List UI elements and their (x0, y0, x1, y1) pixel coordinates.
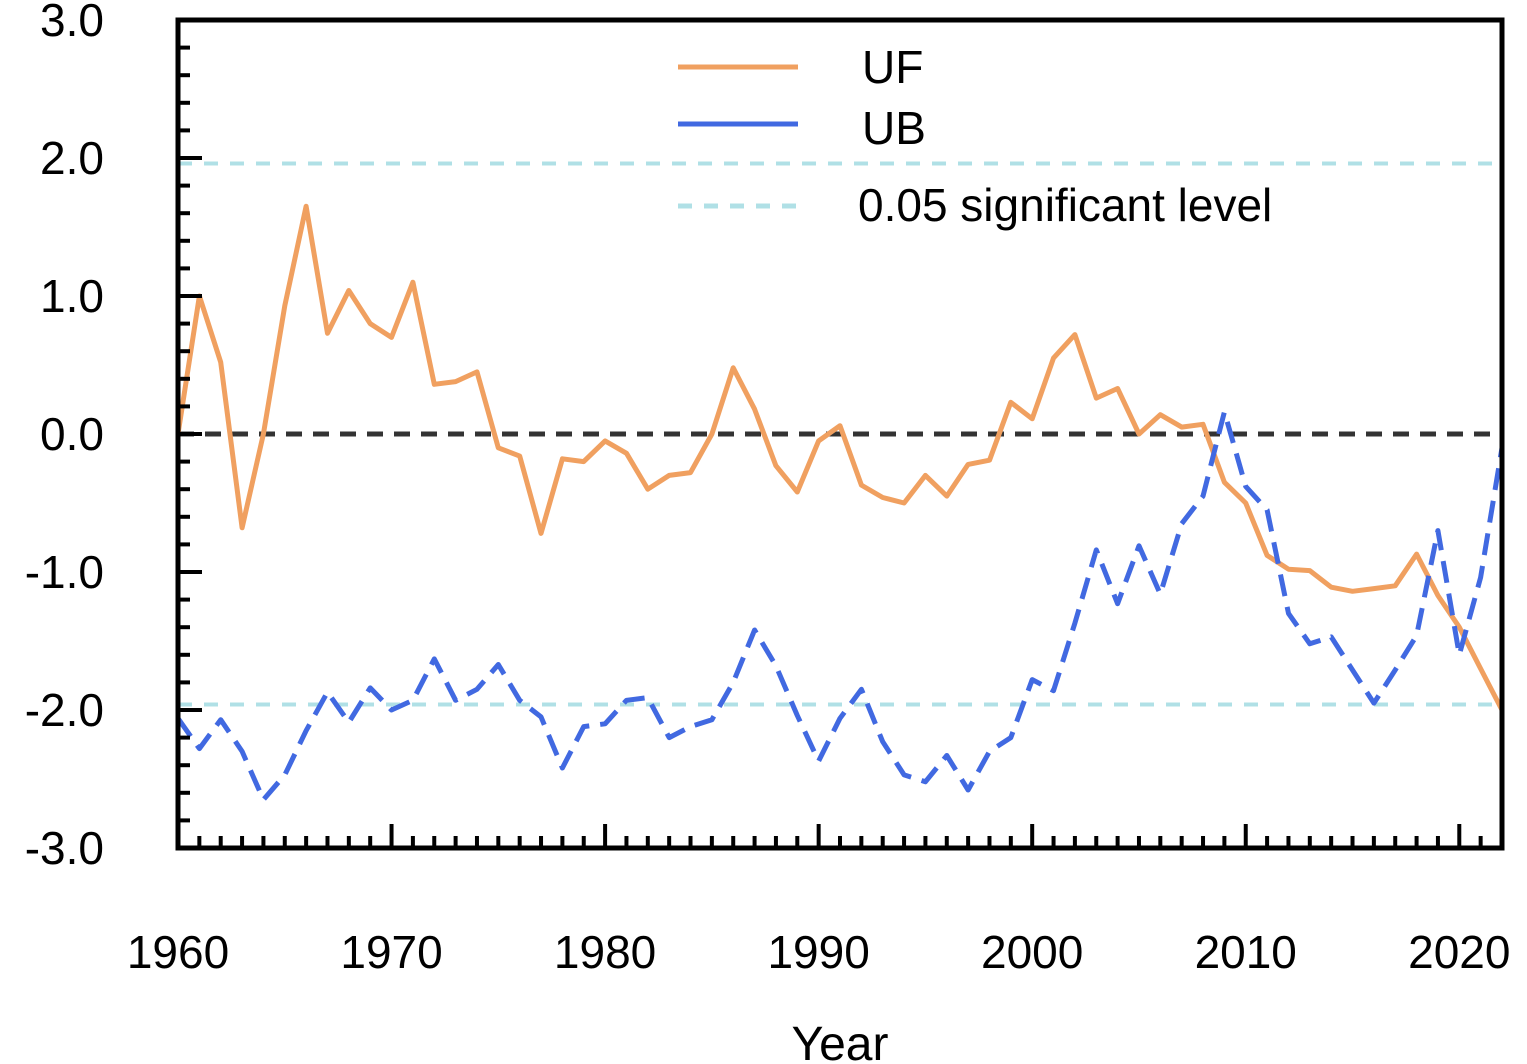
y-tick-label: 1.0 (40, 270, 104, 322)
x-tick-label: 1970 (340, 926, 442, 978)
y-tick-label: -1.0 (25, 546, 104, 598)
y-tick-label: -3.0 (25, 822, 104, 874)
y-tick-label: 2.0 (40, 132, 104, 184)
legend-label-significance: 0.05 significant level (858, 179, 1272, 231)
x-tick-label: 1960 (127, 926, 229, 978)
x-tick-label: 2010 (1195, 926, 1297, 978)
x-tick-label: 1990 (767, 926, 869, 978)
x-tick-label: 2000 (981, 926, 1083, 978)
y-tick-label: -2.0 (25, 684, 104, 736)
x-axis-title: Year (792, 1018, 889, 1064)
legend-label-uf: UF (862, 41, 923, 93)
legend-label-ub: UB (862, 102, 926, 154)
tick-labels-layer: 1960 1970 1980 1990 2000 2010 2020 3.0 2.0 1.0 0.0… (25, 0, 1511, 978)
legend: UF UB 0.05 significant level (678, 41, 1272, 231)
series-line-ub (175, 409, 1505, 803)
ticks-layer (176, 18, 1504, 850)
reference-lines-layer (178, 161, 1502, 707)
x-tick-label: 1980 (554, 926, 656, 978)
x-tick-label: 2020 (1408, 926, 1510, 978)
series-layer (175, 203, 1505, 803)
y-tick-label: 0.0 (40, 408, 104, 460)
series-line-uf (175, 203, 1505, 712)
y-tick-label: 3.0 (40, 0, 104, 46)
